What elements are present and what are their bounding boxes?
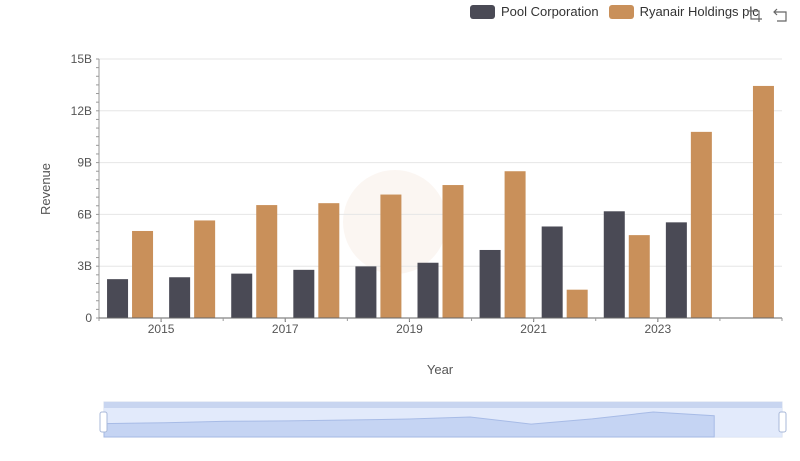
data-zoom-slider[interactable] — [99, 401, 787, 438]
bar-ryanair — [380, 194, 402, 318]
bar-pool-corporation — [231, 273, 253, 318]
bar-pool-corporation — [293, 269, 315, 318]
x-tick-label: 2015 — [148, 322, 175, 336]
bar-pool-corporation — [541, 226, 563, 318]
x-tick-label: 2023 — [644, 322, 671, 336]
legend: Pool Corporation Ryanair Holdings plc — [470, 4, 769, 19]
bar-ryanair — [752, 85, 774, 318]
y-tick-label: 12B — [71, 104, 92, 118]
bar-pool-corporation — [479, 249, 501, 318]
y-axis-label: Revenue — [38, 163, 53, 215]
x-tick-label: 2019 — [396, 322, 423, 336]
legend-swatch-ryanair — [608, 4, 634, 19]
legend-item-ryanair[interactable]: Ryanair Holdings plc — [608, 4, 759, 19]
legend-label: Ryanair Holdings plc — [639, 4, 759, 19]
y-tick-label: 9B — [77, 156, 92, 170]
bar-ryanair — [132, 230, 154, 318]
bar-pool-corporation — [355, 266, 377, 318]
x-tick-label: 2021 — [520, 322, 547, 336]
x-axis-label: Year — [427, 362, 454, 377]
axes-group: 0 3B 6B 9B 12B 15B 2015 2017 2019 2021 2023 — [71, 52, 783, 336]
legend-swatch-pool — [470, 4, 495, 19]
zoom-overview-area — [103, 411, 715, 438]
y-tick-label: 0 — [85, 311, 92, 325]
bar-pool-corporation — [107, 279, 129, 318]
bars-group — [107, 85, 774, 318]
zoom-handle-right — [778, 411, 787, 433]
legend-label: Pool Corporation — [501, 4, 599, 19]
bar-pool-corporation — [603, 211, 625, 318]
bar-pool-corporation — [417, 262, 439, 318]
bar-ryanair — [566, 289, 588, 318]
y-tick-label: 15B — [71, 52, 92, 66]
zoom-handle-left — [99, 411, 108, 433]
zoom-icon[interactable] — [747, 7, 763, 23]
bar-ryanair — [256, 205, 278, 318]
zoom-top-bar — [104, 402, 782, 408]
bar-ryanair — [504, 171, 526, 318]
bar-ryanair — [690, 131, 712, 318]
restore-icon[interactable] — [773, 7, 789, 23]
bar-pool-corporation — [169, 277, 191, 318]
y-tick-label: 6B — [77, 207, 92, 221]
bar-pool-corporation — [665, 222, 687, 318]
y-tick-label: 3B — [77, 259, 92, 273]
legend-item-pool[interactable]: Pool Corporation — [470, 4, 599, 19]
x-tick-label: 2017 — [272, 322, 299, 336]
bar-ryanair — [194, 220, 216, 318]
bar-ryanair — [442, 185, 464, 318]
bar-ryanair — [628, 235, 650, 318]
bar-ryanair — [318, 203, 340, 318]
